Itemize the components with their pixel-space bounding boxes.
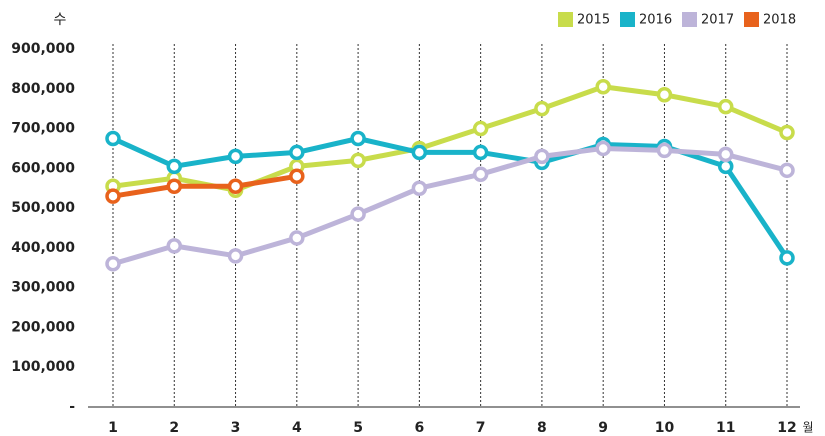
point (717, 98, 734, 115)
point (779, 124, 795, 141)
x-tick-label: 12 (777, 420, 796, 436)
x-tick-label: 5 (353, 420, 363, 436)
y-tick-label: - (69, 399, 75, 415)
x-tick-label: 11 (716, 420, 735, 436)
legend-swatch (744, 12, 759, 27)
series-line (112, 84, 788, 193)
y-tick-label: 200,000 (11, 319, 75, 335)
y-tick-label: 100,000 (11, 359, 75, 375)
point (227, 178, 244, 194)
point (289, 144, 305, 161)
y-tick-label: 400,000 (11, 240, 75, 256)
point (779, 250, 795, 266)
y-tick-label: 300,000 (11, 280, 75, 296)
point (350, 130, 366, 147)
series-line (112, 145, 788, 267)
x-tick-label: 8 (537, 420, 547, 436)
x-tick-label: 3 (231, 420, 241, 436)
point (350, 152, 366, 169)
legend-label: 2018 (763, 13, 796, 28)
point (166, 158, 183, 175)
y-tick-label: 600,000 (11, 160, 75, 176)
y-tick-label: 700,000 (11, 121, 75, 137)
point (717, 146, 734, 163)
point (411, 180, 428, 196)
point (595, 140, 611, 157)
point (105, 188, 121, 204)
point (472, 120, 489, 137)
point (534, 148, 550, 165)
y-axis-label: 수 (54, 12, 67, 28)
point (289, 230, 305, 246)
x-tick-label: 9 (598, 420, 608, 436)
point (166, 238, 183, 254)
y-tick-label: 900,000 (11, 41, 75, 57)
x-tick-label: 7 (476, 420, 486, 436)
x-axis-label: 월 (802, 421, 813, 435)
x-tick-label: 4 (292, 420, 302, 436)
x-tick-label: 2 (169, 420, 179, 436)
legend-label: 2015 (577, 13, 610, 28)
point (350, 206, 366, 222)
series-line (111, 136, 790, 260)
point (472, 166, 489, 183)
x-tick-label: 10 (655, 420, 675, 436)
point (166, 178, 183, 194)
point (105, 256, 121, 272)
legend-swatch (620, 12, 635, 27)
point (411, 144, 428, 161)
point (779, 162, 795, 179)
point (227, 248, 244, 264)
series-line (112, 173, 298, 199)
x-tick-label: 1 (108, 420, 118, 436)
x-tick-label: 6 (414, 420, 424, 436)
point (227, 148, 244, 165)
point (472, 144, 489, 161)
point (105, 130, 121, 147)
y-tick-label: 800,000 (11, 81, 75, 97)
point (656, 86, 673, 103)
legend-label: 2017 (701, 13, 734, 28)
point (656, 142, 673, 159)
point (595, 79, 611, 95)
legend-swatch (558, 12, 573, 27)
point (289, 168, 305, 185)
y-tick-label: 500,000 (11, 200, 75, 216)
legend-label: 2016 (639, 13, 672, 28)
legend-swatch (682, 12, 697, 27)
point (534, 100, 550, 117)
